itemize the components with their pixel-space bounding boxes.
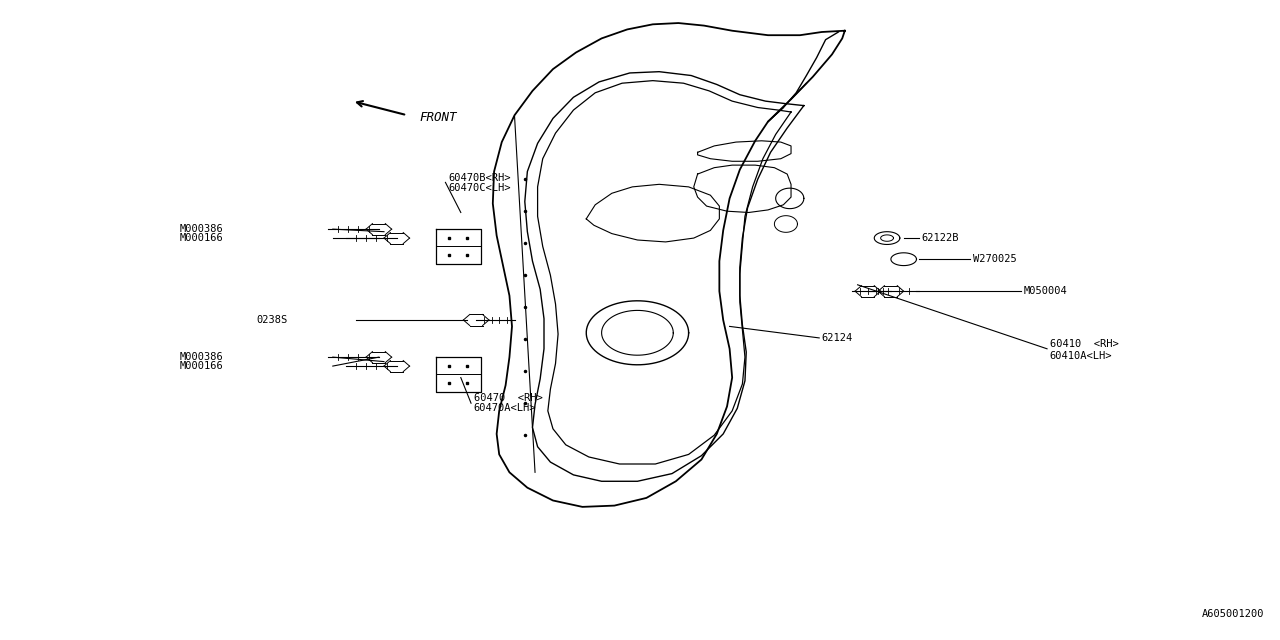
Text: 60470B<RH>: 60470B<RH>	[448, 173, 511, 183]
Text: 0238S: 0238S	[256, 315, 287, 325]
Text: FRONT: FRONT	[420, 111, 457, 124]
Text: M050004: M050004	[1024, 286, 1068, 296]
Text: 62124: 62124	[822, 333, 852, 343]
Text: 60410  <RH>: 60410 <RH>	[1050, 339, 1119, 349]
Text: W270025: W270025	[973, 254, 1016, 264]
Text: 60470A<LH>: 60470A<LH>	[474, 403, 536, 413]
Text: 62122B: 62122B	[922, 233, 959, 243]
Text: 60410A<LH>: 60410A<LH>	[1050, 351, 1112, 361]
Text: 60470C<LH>: 60470C<LH>	[448, 182, 511, 193]
Text: M000386: M000386	[179, 352, 223, 362]
Text: M000166: M000166	[179, 361, 223, 371]
Text: A605001200: A605001200	[1202, 609, 1265, 620]
Text: 60470  <RH>: 60470 <RH>	[474, 393, 543, 403]
Text: M000386: M000386	[179, 224, 223, 234]
Text: M000166: M000166	[179, 233, 223, 243]
